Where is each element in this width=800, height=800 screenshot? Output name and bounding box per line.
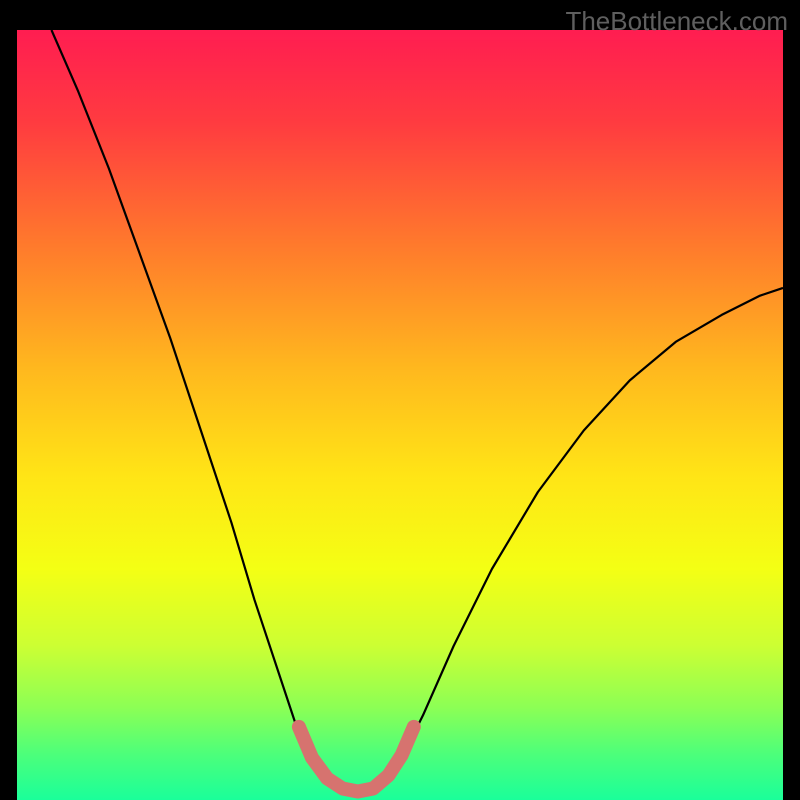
accent-overlay	[17, 30, 783, 800]
chart-stage: TheBottleneck.com	[0, 0, 800, 800]
plot-frame	[17, 30, 783, 800]
accent-path	[299, 727, 414, 792]
